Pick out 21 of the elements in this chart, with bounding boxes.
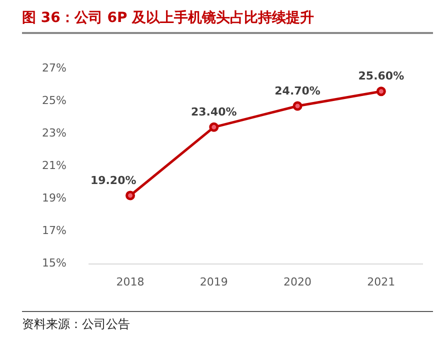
text: 资料来源：公司公告 (22, 316, 130, 333)
x-tick-label: 2019 (200, 275, 228, 288)
x-tick-label: 2020 (284, 275, 312, 288)
y-tick-label: 19% (42, 192, 66, 205)
x-tick-label: 2018 (116, 275, 144, 288)
data-label: 25.60% (358, 70, 404, 83)
point (209, 122, 219, 132)
y-tick-label: 17% (42, 224, 66, 238)
data-label: 19.20% (90, 174, 136, 187)
point (126, 190, 136, 200)
y-tick-label: 15% (42, 256, 66, 270)
y-tick-label: 27% (42, 61, 66, 74)
data-label: 23.40% (190, 106, 237, 119)
x-tick-label: 2021 (367, 275, 396, 288)
point (376, 86, 386, 96)
data-label: 24.70% (274, 84, 320, 98)
y-tick-label: 23% (42, 126, 66, 140)
chart-title: 图 36：公司 6P 及以上手机镜头占比持续提升 (22, 9, 314, 27)
point (292, 101, 302, 111)
y-tick-label: 25% (42, 94, 66, 107)
y-tick-label: 21% (42, 159, 66, 172)
